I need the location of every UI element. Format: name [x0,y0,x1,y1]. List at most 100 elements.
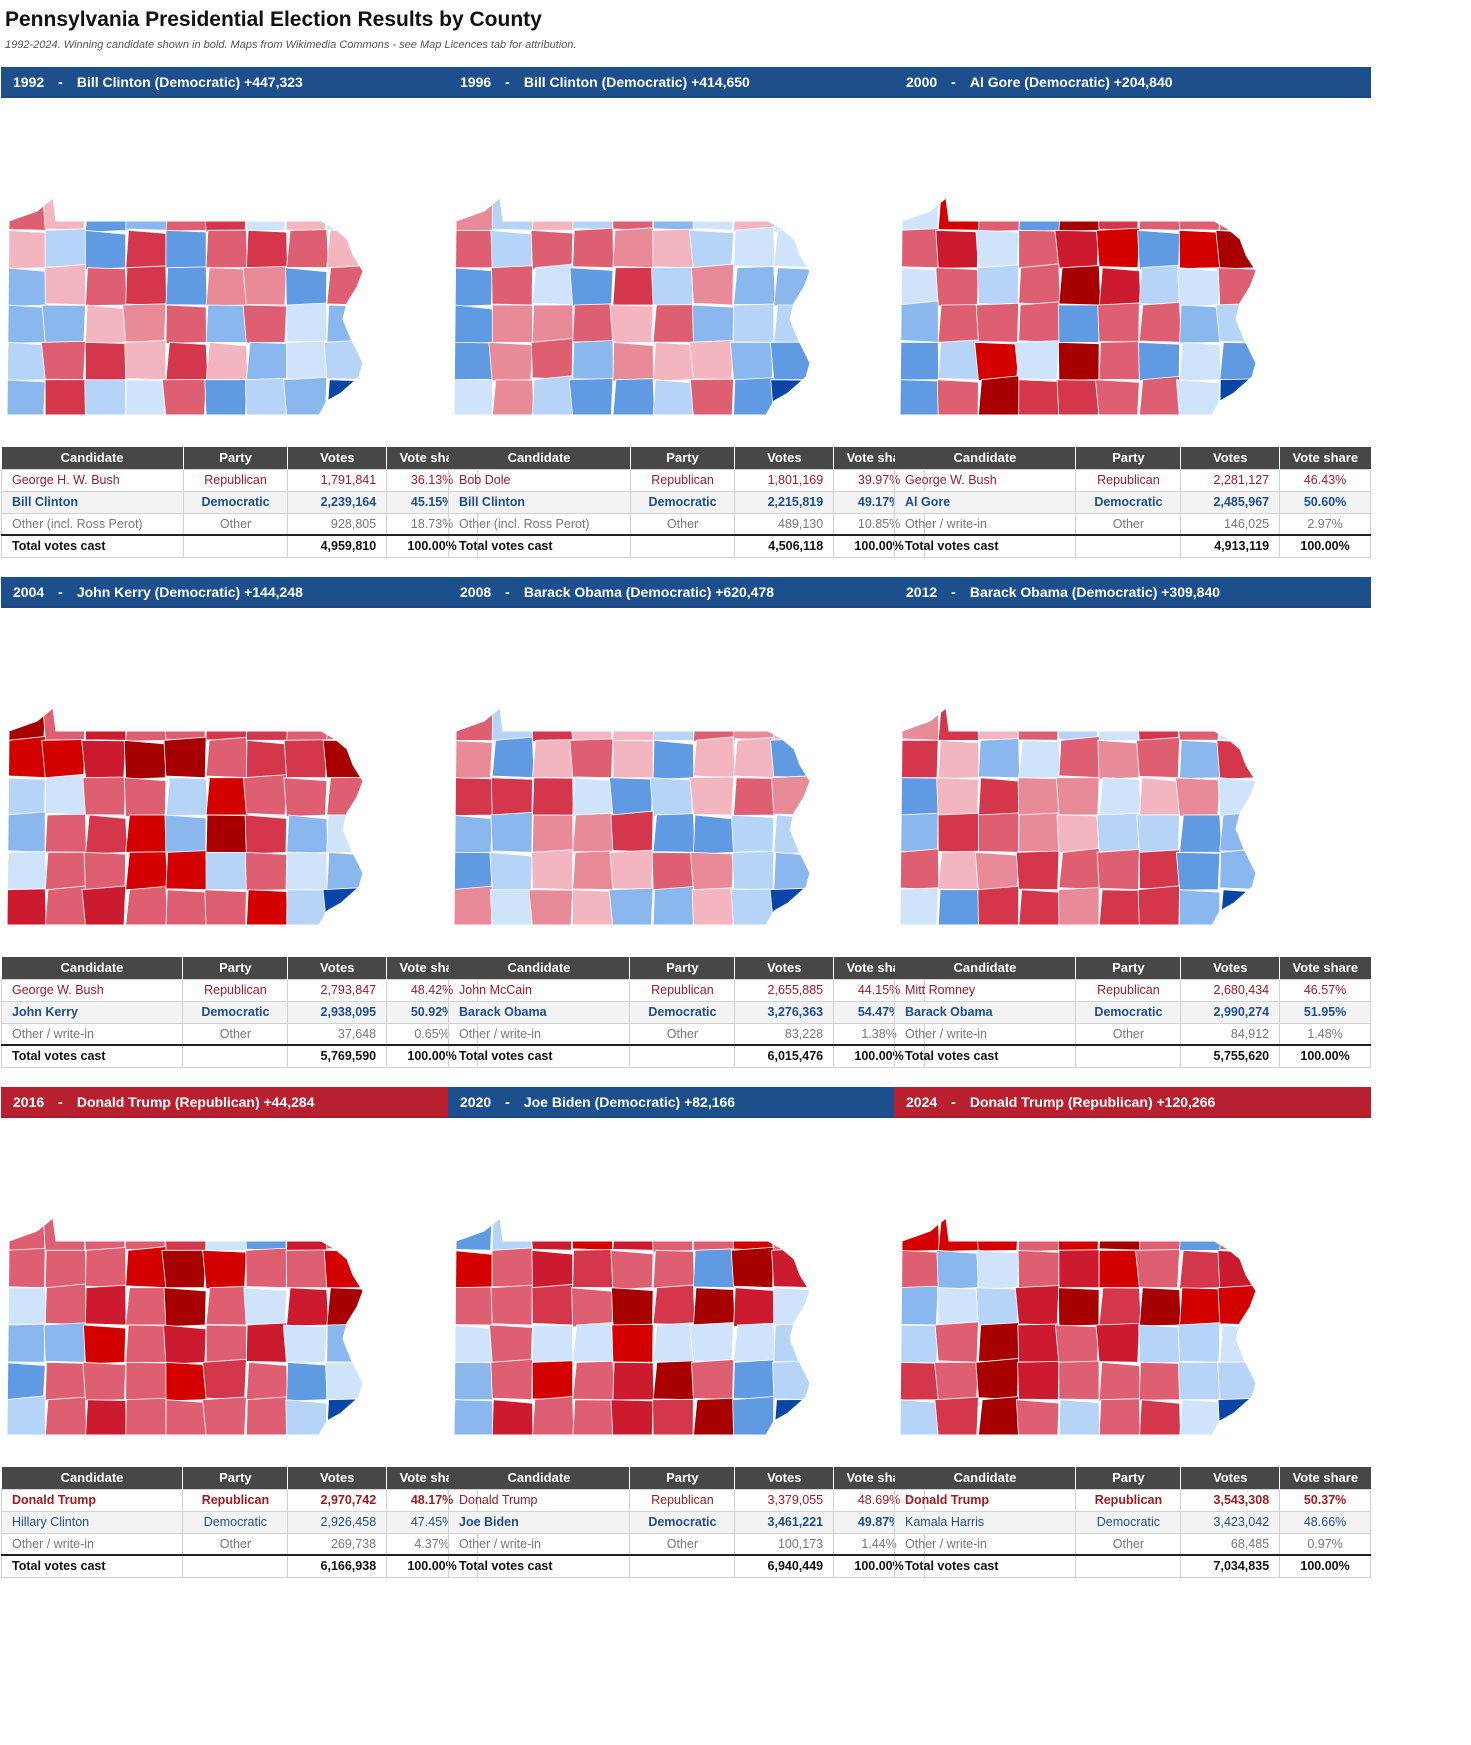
election-year: 1996 [460,74,492,90]
county-shape [1097,302,1140,343]
state-outline [899,707,1257,926]
election-banner: 1996- Bill Clinton (Democratic) +414,650 [448,67,925,98]
party-name: Republican [182,1488,289,1512]
county-shape [773,227,810,269]
county-shape [692,814,735,855]
county-shape [692,304,734,344]
county-shape [44,885,88,925]
state-outline [6,707,364,926]
county-shape [245,1247,287,1289]
county-shape [532,1395,575,1435]
county-shape [203,198,247,233]
county-shape [900,848,940,891]
county-shape [322,739,363,779]
county-shape [85,198,128,233]
county-shape [85,1284,127,1326]
candidate-row: John McCain Republican 2,655,885 44.15% [447,978,925,1002]
county-shape [1219,1218,1256,1251]
county-shape [205,708,247,741]
column-header: Party [1075,447,1182,469]
candidate-row: Bob Dole Republican 1,801,169 39.97% [448,468,925,492]
candidate-name: Mitt Romney [893,978,1077,1002]
county-shape [84,379,127,415]
county-shape [205,736,249,779]
county-shape [976,708,1020,741]
county-shape [1219,811,1256,853]
county-shape [1056,379,1100,415]
vote-count: 2,655,885 [734,978,835,1002]
county-shape [1017,1218,1060,1253]
total-votes: 7,034,835 [1180,1554,1281,1578]
county-shape [690,851,734,891]
election-banner: 2012- Barack Obama (Democratic) +309,840 [894,577,1371,608]
county-shape [978,777,1021,818]
county-shape [689,1322,734,1363]
pennsylvania-county-map [453,197,811,416]
county-shape [454,198,494,233]
county-shape [689,776,734,816]
election-winner: Joe Biden (Democratic) +82,166 [523,1094,736,1110]
vote-count: 928,805 [287,512,388,536]
county-shape [326,379,363,415]
total-label: Total votes cast [448,534,631,558]
county-shape [978,375,1021,415]
county-shape [163,736,207,779]
county-shape [1098,777,1142,817]
candidate-name: Other / write-in [893,1532,1077,1556]
county-shape [490,811,533,853]
election-winner: John Kerry (Democratic) +144,248 [76,584,303,600]
county-shape [611,1287,654,1327]
county-shape [7,229,46,270]
pennsylvania-county-map [899,707,1257,926]
county-shape [282,1324,328,1364]
candidate-name: Other / write-in [0,1022,184,1046]
county-shape [204,379,247,415]
pennsylvania-county-map [899,197,1257,416]
county-shape [773,1218,810,1252]
candidate-row: John Kerry Democratic 2,938,095 50.92% [0,1000,478,1024]
county-shape [610,810,654,853]
county-shape [7,850,48,891]
county-shape [772,1287,810,1327]
candidate-row: George W. Bush Republican 2,793,847 48.42% [0,978,478,1002]
election-year: 2016 [13,1094,45,1110]
county-shape [769,887,810,925]
vote-share: 51.95% [1279,1000,1371,1024]
county-shape [490,1358,533,1401]
county-shape [245,1361,289,1402]
county-shape [572,198,615,231]
county-shape [44,379,86,415]
vote-share: 46.43% [1279,468,1371,492]
county-shape [937,304,981,343]
total-party-empty [629,1044,736,1068]
county-shape [1098,1287,1142,1326]
county-shape [43,1322,86,1363]
total-votes: 4,506,118 [734,534,835,558]
candidate-name: Joe Biden [447,1510,631,1534]
county-shape [1098,267,1142,308]
column-header: Party [630,447,736,469]
county-shape [529,1218,574,1251]
vote-count: 2,215,819 [734,490,835,514]
county-shape [773,304,810,343]
county-shape [454,1286,493,1326]
vote-count: 2,281,127 [1180,468,1281,492]
county-shape [1018,379,1060,415]
county-shape [491,198,533,231]
county-shape [1176,379,1221,415]
county-shape [7,1247,46,1289]
county-shape [286,708,329,742]
county-shape [326,708,363,741]
results-table: Candidate Party Votes Vote share Donald Trum… [0,1467,478,1578]
total-party-empty [629,1554,736,1578]
pennsylvania-county-map [6,707,364,926]
county-shape [530,338,574,381]
county-shape [1176,267,1221,308]
banner-separator: - [505,1094,510,1110]
county-shape [1136,708,1180,743]
election-panel-2024: 2024- Donald Trump (Republican) +120,266 C… [893,1087,1371,1578]
county-shape [1014,1285,1060,1326]
county-shape [322,1218,363,1251]
election-year: 2000 [906,74,938,90]
county-shape [454,851,493,891]
